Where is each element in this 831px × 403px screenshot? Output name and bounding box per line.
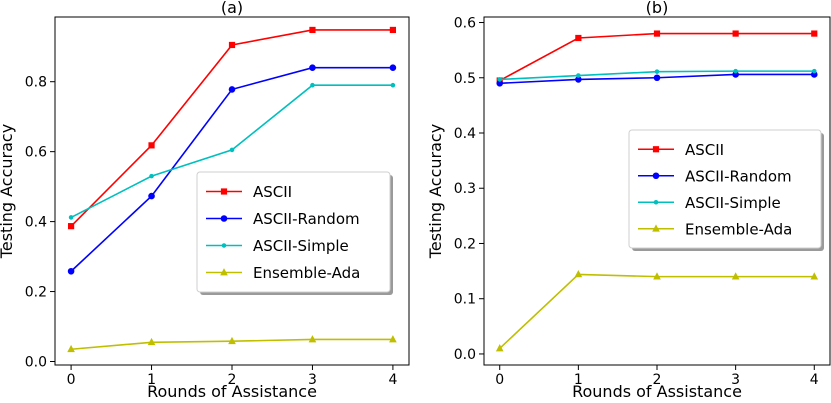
data-point: [147, 337, 156, 346]
data-point: [390, 82, 396, 88]
data-point: [309, 26, 316, 34]
legend-swatch-marker: [220, 188, 228, 195]
series-ascii-random: [496, 71, 818, 87]
series-ensemble-ada: [67, 335, 397, 353]
chart-title: (a): [221, 0, 243, 17]
data-point: [228, 41, 236, 49]
data-point: [67, 223, 75, 230]
x-tick-label: 3: [731, 372, 740, 388]
legend: ASCII ASCII-Random ASCII-Simple Ensemble-Ad…: [196, 171, 393, 295]
legend-entry: ASCII: [253, 183, 292, 201]
data-point: [309, 64, 316, 72]
data-point: [576, 73, 581, 78]
x-tick-label: 0: [67, 372, 76, 388]
legend: ASCII ASCII-Random ASCII-Simple Ensemble-Ad…: [628, 129, 824, 251]
legend-entry: ASCII: [685, 141, 724, 159]
x-tick-label: 2: [228, 372, 237, 388]
legend-swatch-marker: [220, 268, 228, 276]
legend-swatch-marker: [652, 146, 660, 153]
data-point: [67, 267, 75, 275]
series-ascii-simple: [497, 68, 817, 82]
legend-swatch-marker: [653, 199, 659, 205]
data-point: [653, 272, 661, 280]
data-point: [389, 64, 397, 72]
data-point: [574, 270, 583, 278]
chart-0: (a) 0 1 2 3 4 0.0 0.2 0.4 0.6 0.8 Rounds of Assista…: [0, 0, 410, 401]
data-point: [811, 30, 818, 37]
y-tick-label: 0.0: [25, 355, 47, 371]
y-tick-label: 0.1: [454, 292, 476, 308]
data-point: [228, 86, 236, 93]
data-point: [653, 74, 661, 82]
chart-1: (b) 0 1 2 3 4 0.0 0.1 0.2 0.3 0.4 0.5 0.6 Rounds of A…: [426, 0, 831, 401]
legend-box: [628, 129, 822, 249]
y-tick-label: 0.6: [454, 16, 476, 32]
legend-swatch-marker: [652, 224, 660, 232]
x-axis-label: Rounds of Assistance: [147, 382, 317, 401]
series-ascii-random: [67, 64, 397, 275]
data-point: [653, 30, 661, 37]
chart-title: (b): [646, 0, 669, 17]
x-tick-label: 4: [810, 372, 819, 388]
y-tick-label: 0.4: [454, 126, 476, 142]
data-point: [148, 192, 155, 200]
data-point: [731, 272, 740, 280]
y-tick-label: 0.4: [25, 215, 47, 231]
y-tick-label: 0.2: [25, 285, 47, 301]
data-point: [732, 30, 739, 37]
y-tick-label: 0.3: [454, 181, 476, 197]
data-point: [228, 336, 236, 345]
data-point: [389, 335, 397, 343]
data-point: [310, 82, 315, 88]
data-point: [654, 69, 660, 74]
x-tick-label: 2: [653, 372, 662, 388]
series-line: [499, 273, 815, 350]
legend-entry: ASCII-Random: [253, 210, 360, 228]
x-tick-label: 4: [388, 372, 397, 388]
y-axis-label: Testing Accuracy: [0, 124, 16, 259]
legend-box: [196, 171, 391, 293]
legend-swatch-marker: [652, 172, 660, 180]
series-ascii-simple: [68, 82, 396, 220]
legend-entry: ASCII-Simple: [685, 194, 781, 212]
y-tick-label: 0.0: [454, 347, 476, 363]
x-tick-label: 1: [574, 372, 583, 388]
series-ascii: [67, 26, 397, 230]
data-point: [811, 68, 817, 74]
series-ensemble-ada: [495, 270, 819, 352]
data-point: [308, 335, 317, 343]
data-point: [68, 215, 74, 220]
legend-entry: Ensemble-Ada: [685, 220, 792, 238]
data-point: [229, 147, 235, 153]
y-tick-label: 0.8: [25, 75, 47, 91]
data-point: [733, 68, 738, 74]
y-tick-label: 0.6: [25, 145, 47, 161]
y-tick-label: 0.2: [454, 236, 476, 252]
y-axis-label: Testing Accuracy: [426, 124, 445, 259]
x-tick-label: 0: [495, 372, 504, 388]
data-point: [67, 344, 75, 353]
x-tick-label: 3: [308, 372, 317, 388]
data-point: [495, 344, 504, 352]
data-point: [575, 34, 582, 42]
y-tick-label: 0.5: [454, 71, 476, 87]
x-tick-label: 1: [147, 372, 156, 388]
data-point: [149, 173, 154, 179]
data-point: [497, 77, 503, 82]
legend-entry: ASCII-Simple: [253, 237, 349, 255]
legend-entry: ASCII-Random: [685, 167, 792, 185]
data-point: [810, 272, 819, 280]
legend-swatch-marker: [221, 243, 227, 248]
data-point: [389, 26, 397, 34]
legend-entry: Ensemble-Ada: [253, 264, 360, 282]
legend-swatch-marker: [220, 215, 228, 222]
data-point: [148, 142, 155, 149]
x-axis-label: Rounds of Assistance: [572, 382, 742, 401]
